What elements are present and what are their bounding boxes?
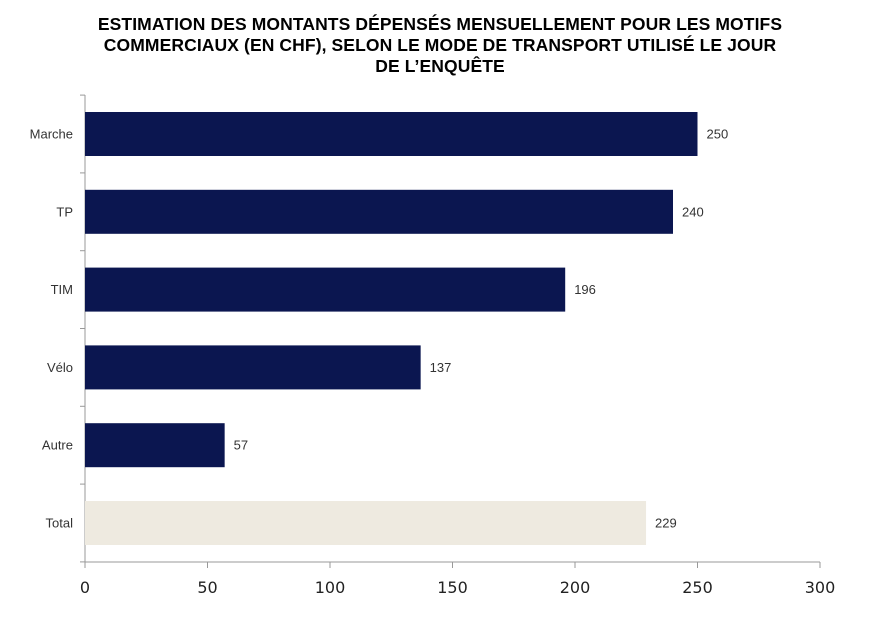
- category-label: TP: [56, 204, 73, 219]
- value-label: 57: [234, 438, 248, 453]
- bar-tim: [85, 267, 566, 312]
- category-label: Marche: [30, 127, 73, 142]
- x-tick-label: 250: [682, 578, 713, 597]
- bar-tp: [85, 189, 673, 234]
- value-label: 137: [430, 360, 452, 375]
- bar-total: [85, 501, 647, 545]
- category-label: Total: [46, 516, 74, 531]
- category-label: Vélo: [47, 360, 73, 375]
- chart-title-line-3: DE L’ENQUÊTE: [375, 56, 505, 76]
- chart-title-line-2: COMMERCIAUX (EN CHF), SELON LE MODE DE T…: [103, 35, 777, 55]
- category-label: TIM: [51, 282, 73, 297]
- x-tick-label: 0: [80, 578, 90, 597]
- value-label: 240: [682, 204, 704, 219]
- x-tick-label: 100: [315, 578, 346, 597]
- chart-title-line-1: ESTIMATION DES MONTANTS DÉPENSÉS MENSUEL…: [97, 14, 783, 34]
- value-label: 229: [655, 516, 677, 531]
- bar-vélo: [85, 345, 421, 390]
- x-tick-label: 200: [560, 578, 591, 597]
- value-label: 250: [707, 127, 729, 142]
- bar-marche: [85, 112, 698, 156]
- value-label: 196: [574, 282, 596, 297]
- x-tick-label: 50: [197, 578, 217, 597]
- x-tick-label: 300: [805, 578, 836, 597]
- chart-title: ESTIMATION DES MONTANTS DÉPENSÉS MENSUEL…: [40, 14, 840, 77]
- category-label: Autre: [42, 438, 73, 453]
- bar-autre: [85, 423, 225, 468]
- x-tick-label: 150: [437, 578, 468, 597]
